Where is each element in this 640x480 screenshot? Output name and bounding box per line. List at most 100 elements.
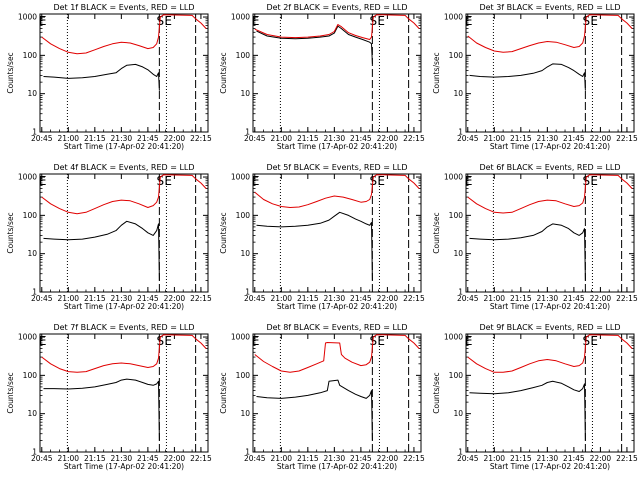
- x-tick-label: 20:45: [457, 454, 479, 463]
- event-marker-label: E: [252, 174, 260, 188]
- y-tick-label: 1000: [18, 333, 37, 342]
- y-tick-label: 10: [27, 89, 37, 98]
- x-tick-label: 20:45: [31, 294, 53, 303]
- panel-7: Det 7f BLACK = Events, RED = LLD 1 10 100 10…: [6, 323, 212, 471]
- x-tick-label: 21:00: [57, 294, 79, 303]
- x-tick-label: 22:15: [616, 454, 638, 463]
- x-tick-label: 22:00: [377, 134, 399, 143]
- series-lld-line: [41, 334, 207, 373]
- event-marker-label: E: [39, 14, 47, 28]
- x-tick-label: 21:45: [137, 454, 159, 463]
- panel-title: Det 3f BLACK = Events, RED = LLD: [479, 3, 620, 12]
- series-lld-line: [41, 14, 207, 55]
- event-marker-label: E: [465, 14, 473, 28]
- x-tick-label: 21:00: [483, 294, 505, 303]
- y-tick-label: 10: [240, 249, 250, 258]
- y-tick-label: 10: [453, 249, 463, 258]
- y-tick-label: 10: [240, 409, 250, 418]
- y-tick-label: 1: [32, 128, 37, 137]
- y-tick-label: 100: [23, 211, 38, 220]
- y-axis-label: Counts/sec: [432, 372, 441, 413]
- event-marker-label: E: [465, 334, 473, 348]
- panel-6: Det 6f BLACK = Events, RED = LLD 1 10 100 10…: [432, 163, 638, 311]
- y-tick-label: 100: [449, 211, 464, 220]
- series-lld-line: [41, 174, 207, 215]
- y-axis-label: Counts/sec: [219, 212, 228, 253]
- series-lld-line: [467, 334, 633, 373]
- x-tick-label: 21:30: [324, 134, 346, 143]
- event-marker-label: E: [252, 334, 260, 348]
- y-tick-label: 1: [458, 288, 463, 297]
- x-tick-label: 21:30: [537, 134, 559, 143]
- y-tick-label: 100: [23, 51, 38, 60]
- x-tick-label: 21:30: [537, 454, 559, 463]
- event-marker-label: E: [465, 174, 473, 188]
- x-tick-label: 22:15: [403, 454, 425, 463]
- x-tick-label: 21:15: [510, 134, 532, 143]
- x-tick-label: 20:45: [457, 134, 479, 143]
- x-tick-label: 21:00: [270, 294, 292, 303]
- event-marker-label: E: [377, 174, 385, 188]
- x-tick-label: 21:15: [297, 294, 319, 303]
- x-tick-label: 22:00: [590, 294, 612, 303]
- series-events-line: [256, 211, 373, 281]
- y-tick-label: 1000: [444, 173, 463, 182]
- y-axis-label: Counts/sec: [219, 52, 228, 93]
- x-axis-label: Start Time (17-Apr-02 20:41:20): [490, 142, 610, 151]
- x-tick-label: 21:30: [111, 454, 133, 463]
- panel-9: Det 9f BLACK = Events, RED = LLD 1 10 100 10…: [432, 323, 638, 471]
- series-events-line: [43, 220, 160, 281]
- y-tick-label: 1: [32, 288, 37, 297]
- y-axis-label: Counts/sec: [6, 212, 15, 253]
- x-tick-label: 21:30: [537, 294, 559, 303]
- plot-frame: [252, 173, 422, 293]
- x-tick-label: 22:15: [403, 294, 425, 303]
- panel-1: Det 1f BLACK = Events, RED = LLD 1 10 100 10…: [6, 3, 212, 151]
- y-axis-label: Counts/sec: [219, 372, 228, 413]
- panel-title: Det 2f BLACK = Events, RED = LLD: [266, 3, 407, 12]
- x-tick-label: 21:15: [84, 294, 106, 303]
- plot-frame: [39, 173, 209, 293]
- panel-3: Det 3f BLACK = Events, RED = LLD 1 10 100 10…: [432, 3, 638, 151]
- panel-title: Det 6f BLACK = Events, RED = LLD: [479, 163, 620, 172]
- event-marker-label: E: [164, 334, 172, 348]
- event-marker-label: E: [39, 334, 47, 348]
- x-tick-label: 21:45: [350, 294, 372, 303]
- x-tick-label: 22:15: [616, 294, 638, 303]
- panel-5: Det 5f BLACK = Events, RED = LLD 1 10 100 10…: [219, 163, 425, 311]
- y-tick-label: 100: [236, 51, 251, 60]
- x-tick-label: 22:00: [377, 294, 399, 303]
- x-tick-label: 21:45: [563, 294, 585, 303]
- x-tick-label: 22:15: [190, 454, 212, 463]
- x-tick-label: 22:15: [190, 134, 212, 143]
- y-tick-label: 1: [245, 288, 250, 297]
- x-tick-label: 22:00: [590, 134, 612, 143]
- x-axis-label: Start Time (17-Apr-02 20:41:20): [64, 302, 184, 311]
- y-tick-label: 1000: [231, 13, 250, 22]
- y-tick-label: 1: [245, 128, 250, 137]
- plot-frame: [39, 333, 209, 453]
- x-tick-label: 20:45: [244, 294, 266, 303]
- x-tick-label: 22:00: [164, 134, 186, 143]
- plot-frame: [465, 13, 635, 133]
- x-tick-label: 20:45: [457, 294, 479, 303]
- x-tick-label: 21:45: [350, 134, 372, 143]
- series-events-line: [256, 379, 373, 441]
- series-events-line: [469, 63, 586, 91]
- y-tick-label: 100: [449, 51, 464, 60]
- x-tick-label: 20:45: [244, 454, 266, 463]
- y-tick-label: 1000: [444, 13, 463, 22]
- y-tick-label: 1000: [18, 13, 37, 22]
- x-tick-label: 22:15: [190, 294, 212, 303]
- event-marker-label: E: [590, 334, 598, 348]
- x-tick-label: 21:15: [510, 294, 532, 303]
- x-tick-label: 22:00: [164, 294, 186, 303]
- x-tick-label: 21:00: [57, 134, 79, 143]
- x-axis-label: Start Time (17-Apr-02 20:41:20): [277, 142, 397, 151]
- event-marker-label: E: [377, 334, 385, 348]
- x-tick-label: 21:30: [111, 294, 133, 303]
- event-marker-label: E: [39, 174, 47, 188]
- event-marker-label: E: [252, 14, 260, 28]
